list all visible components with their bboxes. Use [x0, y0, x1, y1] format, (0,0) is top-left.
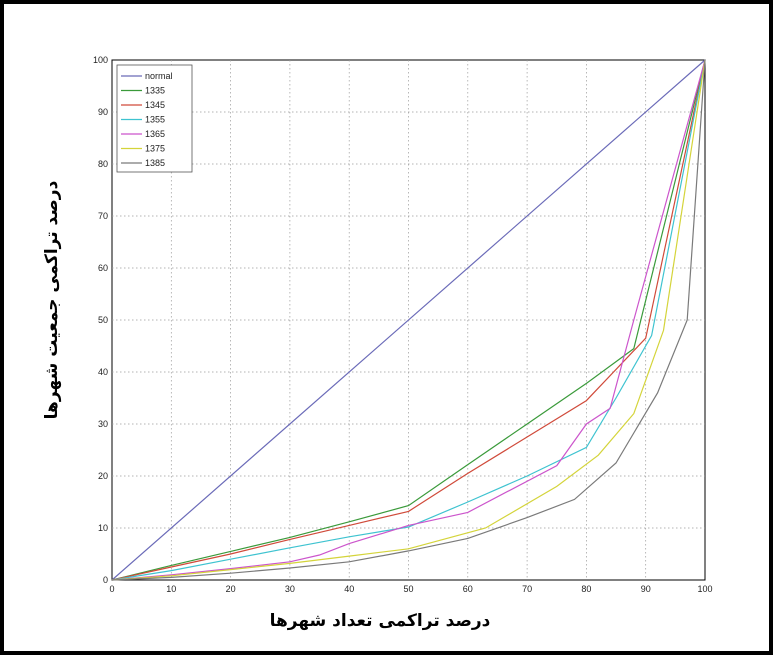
legend-box: [116, 64, 193, 173]
y-tick-label: 100: [93, 55, 108, 65]
legend-label-1385: 1385: [145, 158, 165, 168]
grid: [112, 60, 705, 580]
y-tick-label: 60: [98, 263, 108, 273]
series-line-1375: [111, 59, 706, 581]
legend-label-1365: 1365: [145, 129, 165, 139]
x-tick-label: 30: [285, 584, 295, 594]
y-tick-label: 40: [98, 367, 108, 377]
y-tick-label: 10: [98, 523, 108, 533]
y-tick-label: 20: [98, 471, 108, 481]
series-line-normal: [111, 59, 706, 581]
x-tick-label: 50: [403, 584, 413, 594]
legend-label-1335: 1335: [145, 86, 165, 96]
series-line-1355: [111, 59, 706, 581]
y-tick-label: 90: [98, 107, 108, 117]
y-tick-label: 0: [103, 575, 108, 585]
x-tick-label: 0: [109, 584, 114, 594]
series-line-1335: [111, 59, 706, 581]
legend: normal 1335 1345 1355 1365 1375 1385: [116, 64, 193, 173]
series-line-1345: [111, 59, 706, 581]
y-tick-label: 70: [98, 211, 108, 221]
x-tick-label: 90: [641, 584, 651, 594]
y-tick-label: 30: [98, 419, 108, 429]
series-line-1385: [111, 59, 706, 581]
x-axis-title: درصد تراکمی تعداد شهرها: [270, 611, 491, 631]
series-lines: [111, 59, 706, 581]
series-line-1365: [111, 59, 706, 581]
legend-label-1345: 1345: [145, 100, 165, 110]
x-tick-label: 60: [463, 584, 473, 594]
y-tick-label: 80: [98, 159, 108, 169]
y-tick-label: 50: [98, 315, 108, 325]
x-tick-label: 100: [697, 584, 712, 594]
tick-labels: 0 10 20 30 40 50 60 70 80 90 100 0 10 20 30 40 50 60 70 80 9…: [93, 55, 713, 594]
legend-label-1375: 1375: [145, 144, 165, 154]
x-tick-label: 40: [344, 584, 354, 594]
x-tick-label: 80: [581, 584, 591, 594]
x-tick-label: 70: [522, 584, 532, 594]
legend-label-normal: normal: [145, 71, 173, 81]
y-axis-title: درصد تراکمی جمعیت شهرها: [42, 180, 62, 419]
x-tick-label: 10: [166, 584, 176, 594]
legend-label-1355: 1355: [145, 115, 165, 125]
x-tick-label: 20: [226, 584, 236, 594]
